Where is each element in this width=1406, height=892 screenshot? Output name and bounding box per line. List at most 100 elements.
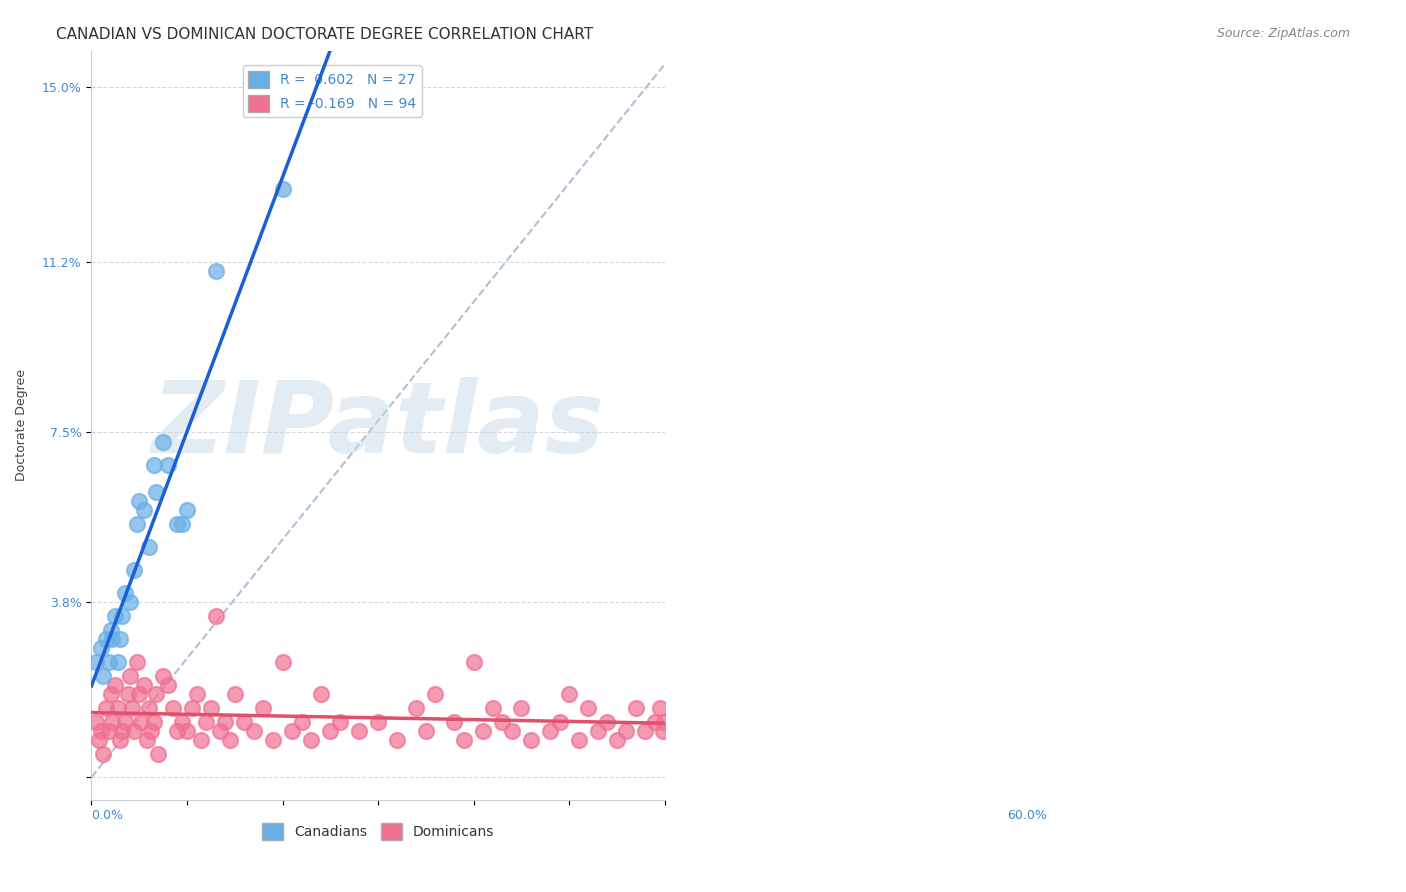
Point [501,724,523,739]
Point [186,688,208,702]
Point [576,701,599,715]
Point [124,724,146,739]
Point [111,609,134,624]
Point [472,724,495,739]
Point [138,541,160,555]
Point [90,641,112,656]
Point [281,724,304,739]
Text: 0.0%: 0.0% [91,809,124,822]
Point [128,688,150,702]
Point [443,714,465,729]
Point [195,714,218,729]
Point [104,609,127,624]
Legend: Canadians, Dominicans: Canadians, Dominicans [256,818,499,846]
Point [142,458,165,472]
Point [243,724,266,739]
Point [166,517,188,532]
Point [91,747,114,762]
Point [586,724,609,739]
Point [129,714,152,729]
Text: CANADIAN VS DOMINICAN DOCTORATE DEGREE CORRELATION CHART: CANADIAN VS DOMINICAN DOCTORATE DEGREE C… [56,27,593,42]
Point [101,632,124,647]
Point [624,701,647,715]
Point [104,678,127,692]
Point [114,586,136,600]
Point [139,724,162,739]
Point [425,688,447,702]
Point [176,503,198,517]
Point [108,733,131,747]
Point [172,517,194,532]
Point [91,669,114,683]
Point [367,714,389,729]
Point [156,678,179,692]
Y-axis label: Doctorate Degree: Doctorate Degree [15,369,28,482]
Point [652,714,675,729]
Point [148,747,170,762]
Point [118,595,141,609]
Point [491,714,513,729]
Point [385,733,408,747]
Point [152,669,174,683]
Point [142,714,165,729]
Point [156,458,179,472]
Point [204,264,226,278]
Point [209,724,232,739]
Point [644,714,666,729]
Point [309,688,332,702]
Point [606,733,628,747]
Point [100,623,122,637]
Point [520,733,543,747]
Point [347,724,370,739]
Text: ZIPatlas: ZIPatlas [152,377,605,474]
Point [90,724,112,739]
Point [214,714,236,729]
Point [614,724,637,739]
Point [180,701,202,715]
Point [135,733,157,747]
Point [219,733,242,747]
Point [132,678,155,692]
Point [558,688,581,702]
Point [107,655,129,669]
Point [166,724,188,739]
Point [538,724,561,739]
Point [204,609,226,624]
Point [100,688,122,702]
Point [224,688,246,702]
Point [145,485,167,500]
Point [233,714,256,729]
Point [271,181,294,195]
Point [132,503,155,517]
Point [94,701,117,715]
Point [97,655,120,669]
Point [262,733,284,747]
Point [172,714,194,729]
Point [127,517,149,532]
Point [101,714,124,729]
Point [319,724,342,739]
Point [121,701,143,715]
Point [568,733,591,747]
Point [117,688,139,702]
Point [118,669,141,683]
Point [415,724,437,739]
Point [271,655,294,669]
Point [634,724,657,739]
Text: 60.0%: 60.0% [1007,809,1046,822]
Point [291,714,314,729]
Point [127,655,149,669]
Point [138,701,160,715]
Point [108,632,131,647]
Point [252,701,274,715]
Point [89,733,111,747]
Point [463,655,485,669]
Point [111,724,134,739]
Point [152,434,174,449]
Point [648,701,671,715]
Point [329,714,352,729]
Point [84,655,107,669]
Point [548,714,571,729]
Point [124,563,146,577]
Point [481,701,503,715]
